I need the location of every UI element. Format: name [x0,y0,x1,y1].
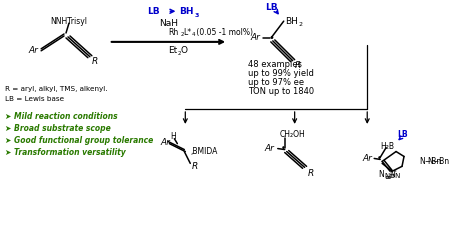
Text: ➤ Broad substrate scope: ➤ Broad substrate scope [5,124,111,133]
Text: 2: 2 [299,22,302,27]
Text: H: H [171,132,176,141]
Text: Ar: Ar [251,33,261,42]
Text: up to 97% ee: up to 97% ee [248,78,304,87]
Text: ,BMIDA: ,BMIDA [190,147,218,156]
Text: Ar: Ar [161,138,170,147]
Text: Ar: Ar [265,144,275,153]
Text: BH: BH [179,7,194,16]
Text: 3: 3 [194,13,199,18]
Text: 2: 2 [180,32,184,37]
Text: O: O [180,46,187,55]
Text: N≡N: N≡N [384,173,400,179]
Text: R: R [294,61,301,70]
Text: TON up to 1840: TON up to 1840 [248,87,314,96]
Text: •: • [269,33,275,43]
Text: N': N' [389,170,397,179]
Text: ➤ Mild reaction conditions: ➤ Mild reaction conditions [5,112,118,121]
Text: N−Bn: N−Bn [427,157,449,166]
Text: LB: LB [398,130,408,139]
Text: •: • [280,144,285,153]
Text: N−Bn: N−Bn [419,157,441,166]
Text: 2: 2 [177,51,181,56]
Text: ≡: ≡ [384,173,390,182]
Text: Et: Et [168,46,178,55]
Text: NNHTrisyl: NNHTrisyl [51,17,88,26]
Text: N: N [378,170,384,179]
Text: up to 99% yield: up to 99% yield [248,69,314,78]
Text: 48 examples: 48 examples [248,60,302,69]
Text: R: R [308,169,314,178]
Text: 4: 4 [191,32,195,37]
Text: NaH: NaH [159,19,178,28]
Text: Rh: Rh [168,27,179,37]
Text: ➤ Good functional group tolerance: ➤ Good functional group tolerance [5,136,154,145]
Text: ➤ Transformation versatility: ➤ Transformation versatility [5,148,126,157]
Text: L*: L* [183,27,191,37]
Text: LB = Lewis base: LB = Lewis base [5,96,64,102]
Text: CH₂OH: CH₂OH [280,130,306,139]
Text: LB: LB [147,7,160,16]
Text: R: R [192,162,199,171]
Text: H₂B: H₂B [380,142,394,151]
Text: Ar: Ar [28,46,38,55]
Text: (0.05 -1 mol%): (0.05 -1 mol%) [194,27,253,37]
Text: BH: BH [285,17,298,26]
Text: LB: LB [265,3,278,12]
Text: R: R [91,57,98,66]
Text: R = aryl, alkyl, TMS, alkenyl.: R = aryl, alkyl, TMS, alkenyl. [5,86,108,92]
Text: •: • [377,154,382,163]
Text: Ar: Ar [362,154,372,163]
